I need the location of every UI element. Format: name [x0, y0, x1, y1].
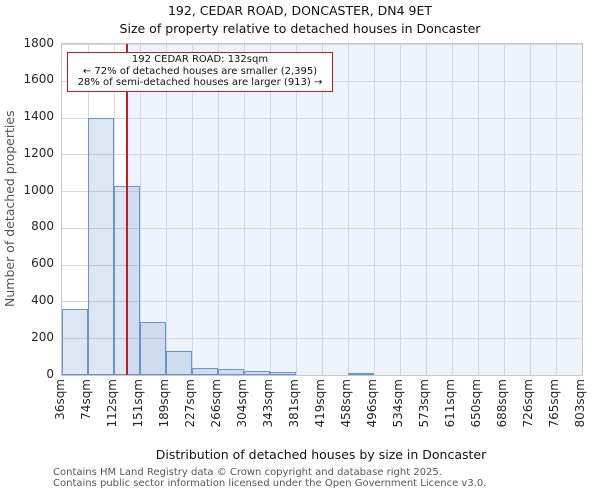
property-annotation-box: 192 CEDAR ROAD: 132sqm ← 72% of detached… — [67, 52, 333, 92]
x-tick-label: 726sqm — [521, 379, 535, 428]
x-tick-label: 112sqm — [105, 379, 119, 428]
histogram-bar — [166, 351, 192, 375]
histogram-bar — [218, 368, 244, 375]
vertical-gridline — [192, 44, 193, 375]
histogram-bar — [244, 371, 270, 375]
chart-title: 192, CEDAR ROAD, DONCASTER, DN4 9ET — [167, 3, 433, 18]
y-tick-label: 400 — [31, 292, 54, 307]
y-tick-label: 1600 — [23, 72, 54, 87]
histogram-bar — [270, 372, 296, 375]
y-tick-label: 1400 — [23, 109, 54, 124]
x-tick-label: 189sqm — [157, 379, 171, 428]
vertical-gridline — [218, 44, 219, 375]
vertical-gridline — [400, 44, 401, 375]
x-tick-label: 227sqm — [183, 379, 197, 428]
x-tick-label: 74sqm — [79, 379, 93, 420]
histogram-bar — [140, 321, 166, 375]
histogram-bar — [88, 117, 114, 375]
vertical-gridline — [296, 44, 297, 375]
y-tick-label: 600 — [31, 256, 54, 271]
vertical-gridline — [322, 44, 323, 375]
y-tick-label: 0 — [46, 366, 54, 381]
property-size-marker-line — [126, 44, 129, 375]
x-tick-label: 803sqm — [573, 379, 587, 428]
histogram-bar — [62, 308, 88, 375]
annotation-line-2: ← 72% of detached houses are smaller (2,… — [82, 65, 318, 77]
y-tick-label: 1000 — [23, 182, 54, 197]
y-tick-label: 200 — [31, 329, 54, 344]
annotation-line-3: 28% of semi-detached houses are larger (… — [77, 77, 323, 89]
annotation-line-1: 192 CEDAR ROAD: 132sqm — [131, 54, 269, 65]
x-tick-label: 343sqm — [261, 379, 275, 428]
x-tick-label: 458sqm — [339, 379, 353, 428]
footer-line-1: Contains HM Land Registry data © Crown c… — [53, 467, 442, 478]
y-tick-label: 1200 — [23, 145, 54, 160]
x-tick-label: 304sqm — [235, 379, 249, 428]
x-tick-label: 419sqm — [313, 379, 327, 428]
x-tick-label: 573sqm — [417, 379, 431, 428]
vertical-gridline — [452, 44, 453, 375]
x-tick-label: 611sqm — [443, 379, 457, 428]
y-tick-label: 1800 — [23, 35, 54, 50]
vertical-gridline — [244, 44, 245, 375]
y-tick-label: 800 — [31, 219, 54, 234]
vertical-gridline — [556, 44, 557, 375]
vertical-gridline — [270, 44, 271, 375]
x-tick-label: 36sqm — [53, 379, 67, 420]
vertical-gridline — [504, 44, 505, 375]
larger-than-property-region — [127, 44, 582, 375]
x-tick-label: 381sqm — [287, 379, 301, 428]
vertical-gridline — [166, 44, 167, 375]
x-tick-label: 151sqm — [131, 379, 145, 428]
chart-subtitle: Size of property relative to detached ho… — [119, 21, 481, 36]
x-tick-label: 266sqm — [209, 379, 223, 428]
x-tick-label: 688sqm — [495, 379, 509, 428]
y-axis-label: Number of detached properties — [2, 110, 17, 307]
footer-line-2: Contains public sector information licen… — [53, 478, 487, 489]
histogram-bar — [192, 367, 218, 375]
vertical-gridline — [478, 44, 479, 375]
histogram-bar — [348, 373, 374, 376]
x-tick-label: 496sqm — [365, 379, 379, 428]
x-tick-label: 650sqm — [469, 379, 483, 428]
attribution-footer: Contains HM Land Registry data © Crown c… — [53, 467, 486, 489]
x-tick-label: 765sqm — [547, 379, 561, 428]
vertical-gridline — [140, 44, 141, 375]
vertical-gridline — [530, 44, 531, 375]
plot-area: 192 CEDAR ROAD: 132sqm ← 72% of detached… — [61, 43, 583, 376]
x-axis-label: Distribution of detached houses by size … — [155, 447, 487, 462]
vertical-gridline — [348, 44, 349, 375]
vertical-gridline — [374, 44, 375, 375]
vertical-gridline — [426, 44, 427, 375]
x-tick-label: 534sqm — [391, 379, 405, 428]
